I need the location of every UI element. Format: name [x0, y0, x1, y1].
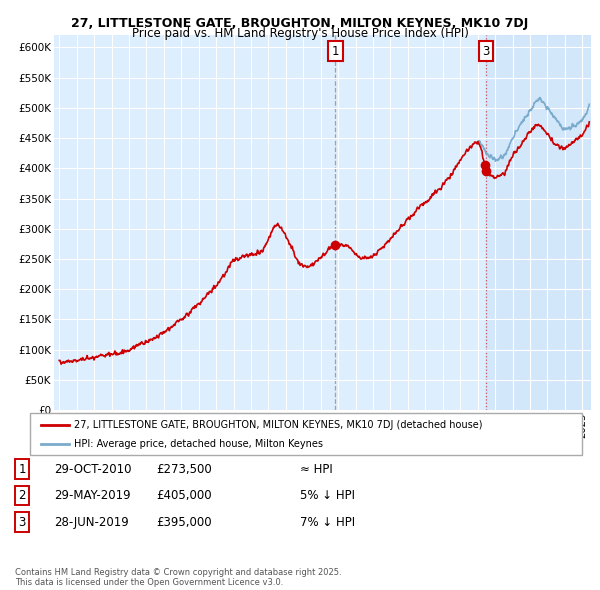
Text: HPI: Average price, detached house, Milton Keynes: HPI: Average price, detached house, Milt…	[74, 438, 323, 448]
Text: £395,000: £395,000	[156, 516, 212, 529]
Text: 27, LITTLESTONE GATE, BROUGHTON, MILTON KEYNES, MK10 7DJ (detached house): 27, LITTLESTONE GATE, BROUGHTON, MILTON …	[74, 420, 482, 430]
Text: Price paid vs. HM Land Registry's House Price Index (HPI): Price paid vs. HM Land Registry's House …	[131, 27, 469, 40]
Text: 2: 2	[19, 489, 26, 502]
Text: 7% ↓ HPI: 7% ↓ HPI	[300, 516, 355, 529]
Text: £405,000: £405,000	[156, 489, 212, 502]
FancyBboxPatch shape	[30, 413, 582, 455]
Text: 3: 3	[482, 45, 490, 58]
Text: 1: 1	[19, 463, 26, 476]
Text: 29-MAY-2019: 29-MAY-2019	[54, 489, 131, 502]
Text: 28-JUN-2019: 28-JUN-2019	[54, 516, 129, 529]
Text: ≈ HPI: ≈ HPI	[300, 463, 333, 476]
Text: 29-OCT-2010: 29-OCT-2010	[54, 463, 131, 476]
Text: £273,500: £273,500	[156, 463, 212, 476]
Text: 3: 3	[19, 516, 26, 529]
Text: Contains HM Land Registry data © Crown copyright and database right 2025.
This d: Contains HM Land Registry data © Crown c…	[15, 568, 341, 587]
Text: 27, LITTLESTONE GATE, BROUGHTON, MILTON KEYNES, MK10 7DJ: 27, LITTLESTONE GATE, BROUGHTON, MILTON …	[71, 17, 529, 30]
Text: 5% ↓ HPI: 5% ↓ HPI	[300, 489, 355, 502]
Text: 1: 1	[331, 45, 339, 58]
Bar	[486, 35, 591, 410]
